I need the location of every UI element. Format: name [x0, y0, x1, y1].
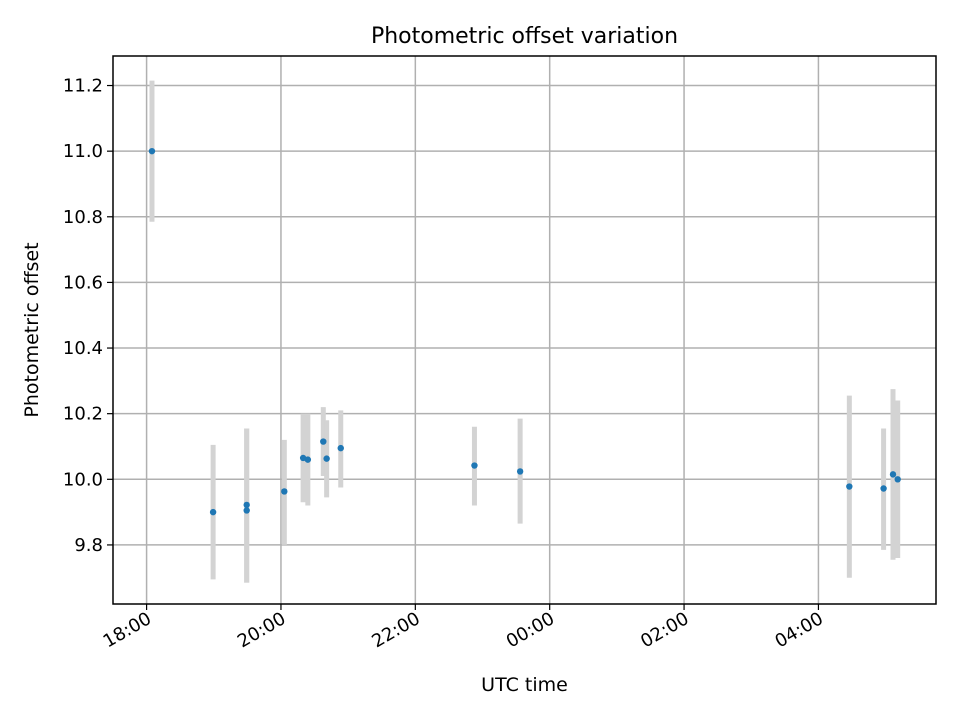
point-layer [148, 147, 901, 516]
data-point [320, 438, 327, 445]
x-tick-label: 20:00 [234, 608, 289, 652]
y-tick-label: 11.0 [63, 141, 103, 162]
data-point [516, 468, 524, 475]
y-tick-label: 10.6 [63, 272, 103, 293]
data-point [209, 508, 217, 516]
data-point [894, 476, 901, 483]
y-tick-label: 9.8 [74, 535, 103, 556]
x-tick-label: 18:00 [100, 608, 155, 652]
data-point [281, 488, 288, 495]
data-point [148, 147, 156, 155]
y-tick-label: 10.8 [63, 207, 103, 228]
y-axis-label: Photometric offset [21, 242, 43, 417]
data-point [243, 507, 250, 514]
errorbar-layer [149, 80, 901, 583]
x-tick-label: 02:00 [637, 608, 692, 652]
y-tick-label: 10.4 [63, 338, 103, 359]
y-tick-label: 11.2 [63, 76, 103, 97]
y-tick-label: 10.0 [63, 469, 103, 490]
data-point [889, 471, 897, 478]
data-point [304, 456, 312, 463]
data-point [471, 462, 478, 469]
chart-title: Photometric offset variation [371, 24, 678, 49]
x-axis-label: UTC time [481, 674, 568, 696]
data-point [323, 455, 330, 462]
data-point [880, 485, 887, 492]
tick-layer: 18:00 20:00 22:00 00:00 02:00 04:00 9.8 10.0 10.… [63, 76, 827, 653]
grid-layer [113, 56, 936, 604]
plot-frame [112, 55, 937, 605]
data-point [243, 501, 250, 509]
x-tick-label: 00:00 [503, 608, 558, 652]
x-tick-label: 04:00 [772, 608, 827, 652]
y-tick-label: 10.2 [63, 404, 103, 425]
data-point [846, 483, 853, 490]
x-tick-label: 22:00 [368, 608, 423, 652]
data-point [337, 444, 344, 452]
